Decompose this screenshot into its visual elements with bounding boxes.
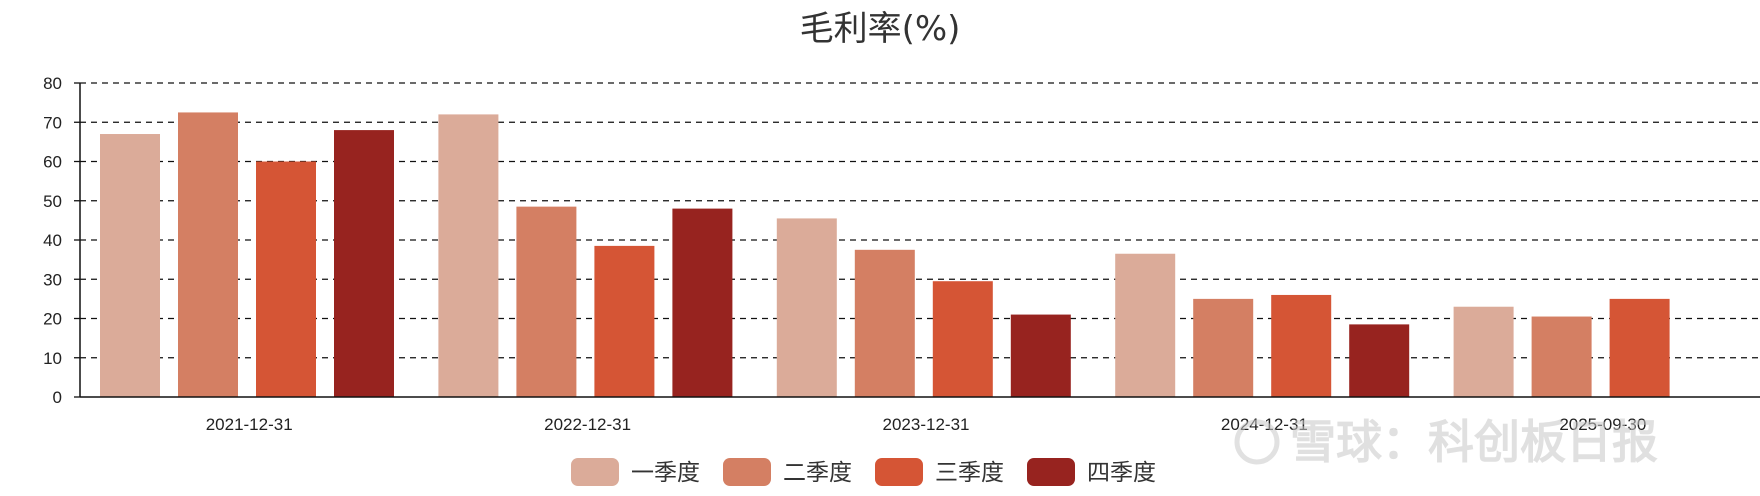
- chart-title: 毛利率(%): [800, 9, 961, 49]
- bar[interactable]: [1453, 306, 1514, 397]
- y-tick-label: 30: [43, 270, 62, 289]
- legend-label[interactable]: 一季度: [631, 460, 700, 486]
- bar[interactable]: [932, 281, 993, 397]
- bar[interactable]: [516, 206, 577, 397]
- bar[interactable]: [1115, 253, 1176, 397]
- bar[interactable]: [334, 130, 394, 397]
- watermark-logo-icon: [1234, 419, 1280, 465]
- bar[interactable]: [1349, 324, 1410, 397]
- watermark-text: 雪球：科创板日报: [1290, 415, 1658, 469]
- bar[interactable]: [854, 249, 915, 397]
- x-tick-label: 2023-12-31: [883, 415, 970, 434]
- bar[interactable]: [672, 208, 733, 397]
- bar[interactable]: [438, 114, 499, 398]
- bar[interactable]: [256, 161, 316, 398]
- y-tick-label: 40: [43, 231, 62, 250]
- x-tick-label: 2021-12-31: [206, 415, 293, 434]
- y-axis: 0 10 20 30 40 50 60 70 80: [43, 74, 81, 407]
- y-tick-label: 60: [43, 153, 62, 172]
- watermark: 雪球：科创板日报: [1234, 415, 1658, 469]
- y-tick-label: 80: [43, 74, 62, 93]
- legend: 一季度 二季度 三季度 四季度: [571, 458, 1156, 486]
- bar[interactable]: [1010, 314, 1071, 397]
- x-tick-label: 2022-12-31: [544, 415, 631, 434]
- bar[interactable]: [594, 245, 655, 397]
- bar[interactable]: [100, 134, 160, 397]
- y-tick-label: 10: [43, 349, 62, 368]
- y-tick-label: 70: [43, 113, 62, 132]
- legend-swatch[interactable]: [571, 458, 619, 486]
- legend-label[interactable]: 三季度: [935, 460, 1004, 486]
- y-tick-label: 0: [53, 388, 62, 407]
- legend-swatch[interactable]: [723, 458, 771, 486]
- bar[interactable]: [1271, 294, 1332, 397]
- legend-swatch[interactable]: [875, 458, 923, 486]
- bar[interactable]: [1609, 298, 1670, 397]
- bars: [100, 112, 1670, 398]
- bar[interactable]: [776, 218, 837, 397]
- y-tick-label: 50: [43, 192, 62, 211]
- bar[interactable]: [1193, 298, 1254, 397]
- legend-label[interactable]: 四季度: [1087, 460, 1156, 486]
- x-tick-label: 2025-09-30: [1559, 415, 1646, 434]
- bar[interactable]: [178, 112, 238, 397]
- legend-swatch[interactable]: [1027, 458, 1075, 486]
- x-axis: 2021-12-31 2022-12-31 2023-12-31 2024-12-31…: [80, 396, 1760, 434]
- y-tick-label: 20: [43, 310, 62, 329]
- legend-label[interactable]: 二季度: [783, 460, 852, 486]
- bar[interactable]: [1531, 316, 1592, 397]
